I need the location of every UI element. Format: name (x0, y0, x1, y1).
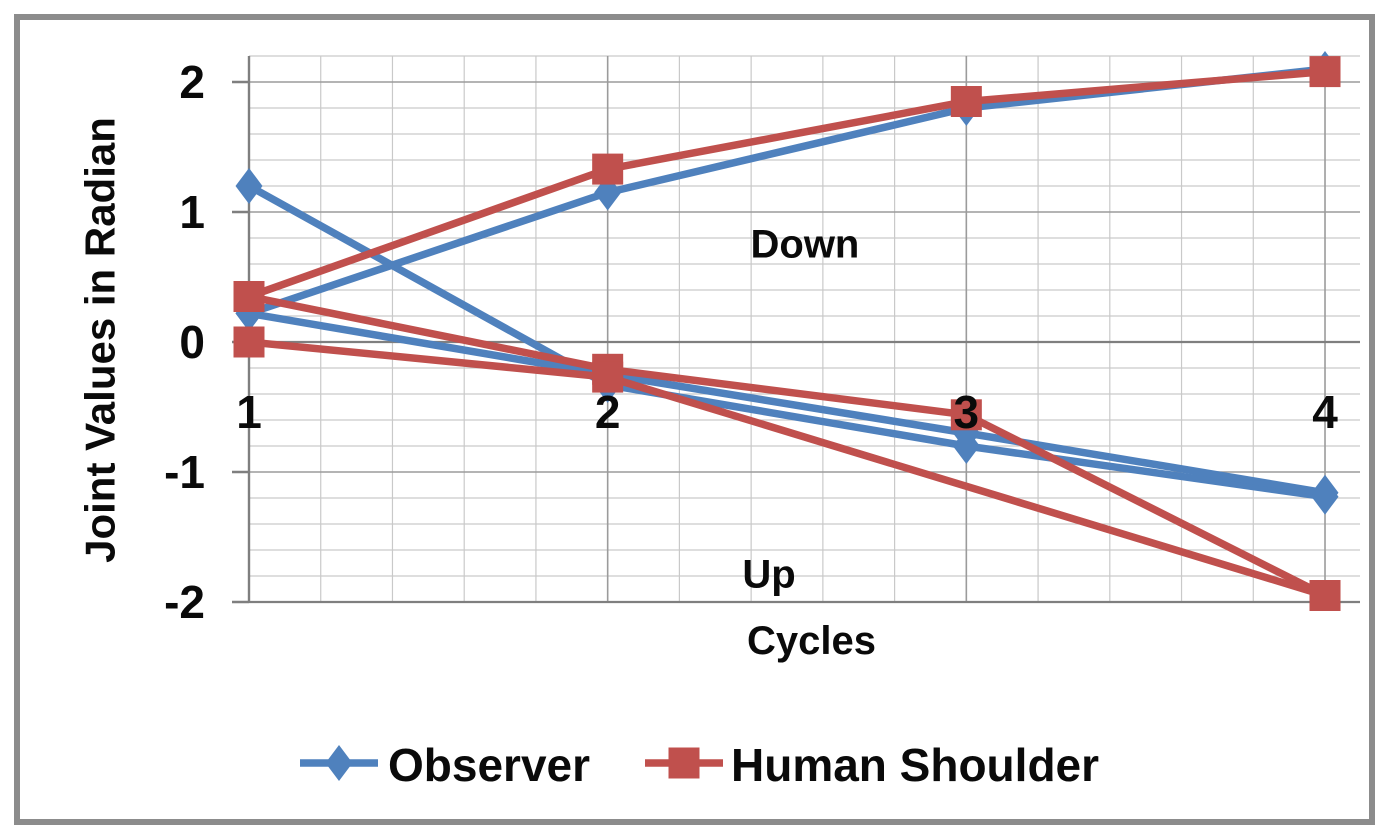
square-marker (233, 281, 265, 312)
y-tick-label: 2 (179, 56, 205, 108)
x-axis-title: Cycles (747, 619, 876, 663)
diamond-marker (1311, 474, 1339, 511)
annotation-up: Up (742, 553, 795, 597)
x-tick-label: 1 (236, 386, 262, 438)
diamond-marker (325, 745, 353, 781)
x-tick-label: 4 (1312, 386, 1338, 438)
square-marker (1309, 56, 1341, 88)
legend: Observer Human Shoulder (300, 739, 1099, 791)
series-line (245, 182, 1329, 501)
y-tick-label: 0 (179, 316, 205, 368)
square-marker (592, 361, 624, 393)
legend-label-human-shoulder: Human Shoulder (731, 739, 1099, 791)
annotation-down: Down (751, 223, 860, 267)
x-tick-label: 3 (954, 386, 980, 438)
square-marker (668, 747, 700, 779)
legend-label-observer: Observer (388, 739, 590, 791)
series-line (245, 67, 1329, 301)
square-marker (592, 153, 624, 185)
square-marker (1309, 580, 1341, 611)
square-marker (233, 326, 265, 358)
y-tick-label: -2 (164, 576, 205, 628)
square-marker (950, 399, 982, 431)
series-line (245, 309, 1329, 497)
series-human-shoulder-up-b (233, 326, 1341, 611)
square-marker (950, 86, 982, 117)
series-observer-down (235, 51, 1339, 332)
diamond-marker (235, 168, 263, 204)
y-axis-title: Joint Values in Radian (77, 117, 124, 563)
y-tick-label: -1 (164, 446, 205, 498)
series-line (245, 292, 1329, 600)
y-tick-label: 1 (179, 186, 205, 238)
x-tick-label: 2 (595, 386, 621, 438)
